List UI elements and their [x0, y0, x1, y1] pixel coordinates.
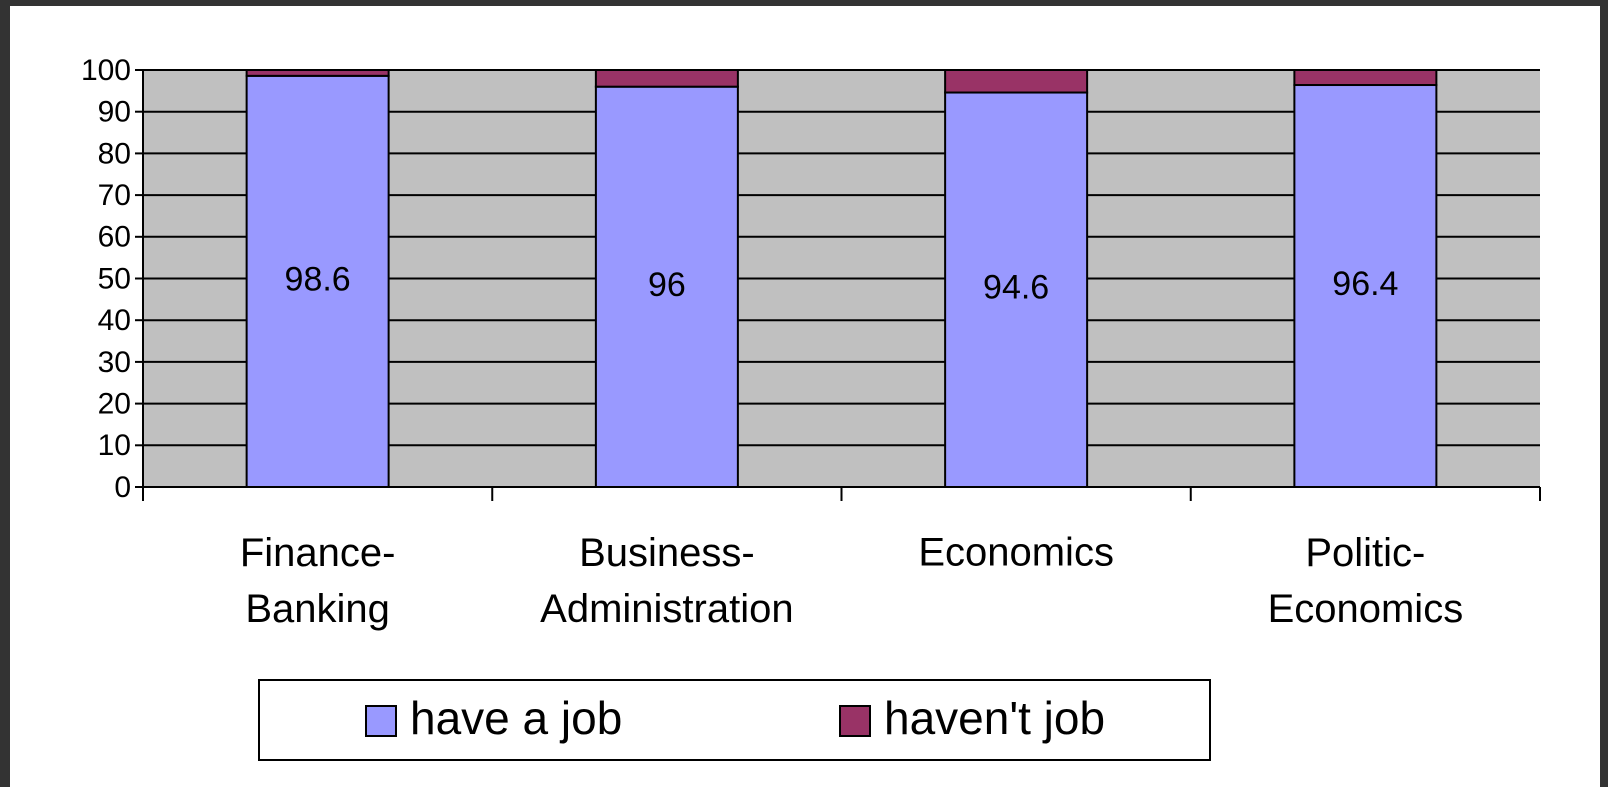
legend-label: have a job — [410, 692, 622, 744]
y-tick-label: 10 — [98, 429, 131, 462]
y-tick-label: 30 — [98, 346, 131, 379]
y-tick-label: 50 — [98, 262, 131, 295]
bar-segment — [944, 69, 1089, 94]
bar-segment — [944, 91, 1089, 488]
y-tick-label: 80 — [98, 137, 131, 170]
bar-segment — [1293, 69, 1438, 87]
data-label: 94.6 — [983, 269, 1049, 307]
x-tick-label: Finance-Banking — [240, 531, 396, 631]
x-tick-label: Business-Administration — [540, 531, 793, 631]
data-label: 98.6 — [285, 260, 351, 298]
y-tick-label: 100 — [81, 54, 131, 87]
y-tick-label: 70 — [98, 179, 131, 212]
data-label: 96 — [648, 266, 686, 304]
x-tick-label: Politic-Economics — [1268, 531, 1464, 631]
data-label: 96.4 — [1332, 265, 1398, 303]
y-tick-label: 40 — [98, 304, 131, 337]
bar-segment — [594, 69, 739, 88]
legend-swatch — [365, 705, 397, 737]
bar-segment — [594, 85, 739, 489]
x-tick-label: Economics — [918, 531, 1114, 575]
legend-box — [258, 679, 1211, 761]
y-tick-label: 0 — [114, 471, 131, 504]
y-tick-label: 60 — [98, 221, 131, 254]
legend-swatch — [839, 705, 871, 737]
bar-segment — [1293, 84, 1438, 489]
y-tick-label: 20 — [98, 388, 131, 421]
bar-segment — [245, 69, 390, 77]
legend-label: haven't job — [884, 692, 1105, 744]
y-tick-label: 90 — [98, 96, 131, 129]
